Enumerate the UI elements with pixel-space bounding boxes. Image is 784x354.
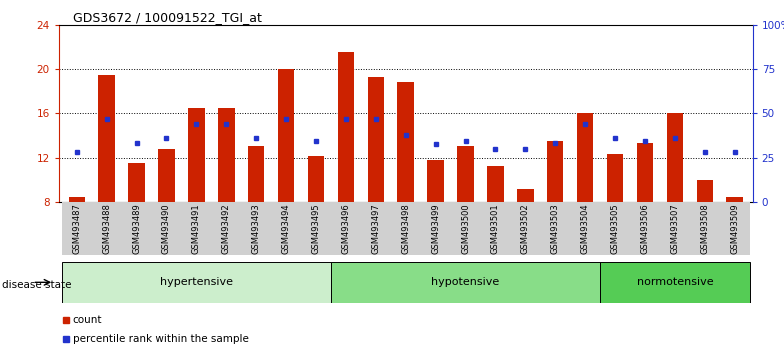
- Bar: [540, 202, 570, 255]
- Text: GSM493507: GSM493507: [670, 203, 680, 254]
- Text: GSM493503: GSM493503: [550, 203, 560, 254]
- Bar: [427, 160, 444, 202]
- Bar: [451, 202, 481, 255]
- Text: GSM493493: GSM493493: [252, 203, 261, 254]
- Bar: [600, 262, 750, 303]
- Bar: [457, 147, 474, 202]
- Bar: [331, 202, 361, 255]
- Bar: [308, 156, 325, 202]
- Bar: [600, 202, 630, 255]
- Bar: [421, 202, 451, 255]
- Bar: [690, 202, 720, 255]
- Bar: [181, 202, 212, 255]
- Text: hypertensive: hypertensive: [160, 277, 233, 287]
- Bar: [577, 113, 593, 202]
- Text: percentile rank within the sample: percentile rank within the sample: [73, 333, 249, 344]
- Text: GSM493488: GSM493488: [102, 203, 111, 254]
- Text: GSM493506: GSM493506: [641, 203, 649, 254]
- Bar: [278, 69, 294, 202]
- Bar: [517, 189, 534, 202]
- Bar: [368, 77, 384, 202]
- Bar: [301, 202, 331, 255]
- Bar: [331, 262, 600, 303]
- Bar: [338, 52, 354, 202]
- Bar: [660, 202, 690, 255]
- Bar: [570, 202, 600, 255]
- Text: count: count: [73, 315, 102, 325]
- Bar: [99, 75, 115, 202]
- Text: GSM493487: GSM493487: [72, 203, 82, 254]
- Text: GSM493502: GSM493502: [521, 203, 530, 254]
- Text: GSM493505: GSM493505: [611, 203, 619, 254]
- Bar: [696, 180, 713, 202]
- Text: GSM493500: GSM493500: [461, 203, 470, 254]
- Bar: [727, 198, 743, 202]
- Text: GSM493492: GSM493492: [222, 203, 230, 254]
- Bar: [212, 202, 241, 255]
- Bar: [248, 147, 264, 202]
- Text: GSM493495: GSM493495: [311, 203, 321, 254]
- Bar: [188, 108, 205, 202]
- Bar: [129, 163, 145, 202]
- Text: GDS3672 / 100091522_TGI_at: GDS3672 / 100091522_TGI_at: [73, 11, 262, 24]
- Text: GSM493509: GSM493509: [730, 203, 739, 254]
- Text: disease state: disease state: [2, 280, 71, 290]
- Bar: [666, 113, 683, 202]
- Text: GSM493499: GSM493499: [431, 203, 440, 254]
- Text: hypotensive: hypotensive: [431, 277, 499, 287]
- Bar: [68, 198, 85, 202]
- Text: GSM493489: GSM493489: [132, 203, 141, 254]
- Bar: [92, 202, 122, 255]
- Bar: [390, 202, 421, 255]
- Text: GSM493504: GSM493504: [581, 203, 590, 254]
- Text: GSM493494: GSM493494: [281, 203, 291, 254]
- Bar: [151, 202, 181, 255]
- Bar: [720, 202, 750, 255]
- Bar: [218, 108, 234, 202]
- Bar: [62, 202, 92, 255]
- Bar: [630, 202, 660, 255]
- Text: GSM493490: GSM493490: [162, 203, 171, 254]
- Bar: [481, 202, 510, 255]
- Bar: [241, 202, 271, 255]
- Text: GSM493501: GSM493501: [491, 203, 500, 254]
- Bar: [637, 143, 653, 202]
- Bar: [487, 166, 503, 202]
- Bar: [397, 82, 414, 202]
- Bar: [271, 202, 301, 255]
- Bar: [607, 154, 623, 202]
- Bar: [62, 262, 331, 303]
- Bar: [158, 149, 175, 202]
- Bar: [122, 202, 151, 255]
- Bar: [510, 202, 540, 255]
- Text: GSM493496: GSM493496: [341, 203, 350, 254]
- Bar: [361, 202, 390, 255]
- Text: GSM493491: GSM493491: [192, 203, 201, 254]
- Text: normotensive: normotensive: [637, 277, 713, 287]
- Bar: [547, 141, 564, 202]
- Text: GSM493497: GSM493497: [372, 203, 380, 254]
- Text: GSM493498: GSM493498: [401, 203, 410, 254]
- Text: GSM493508: GSM493508: [700, 203, 710, 254]
